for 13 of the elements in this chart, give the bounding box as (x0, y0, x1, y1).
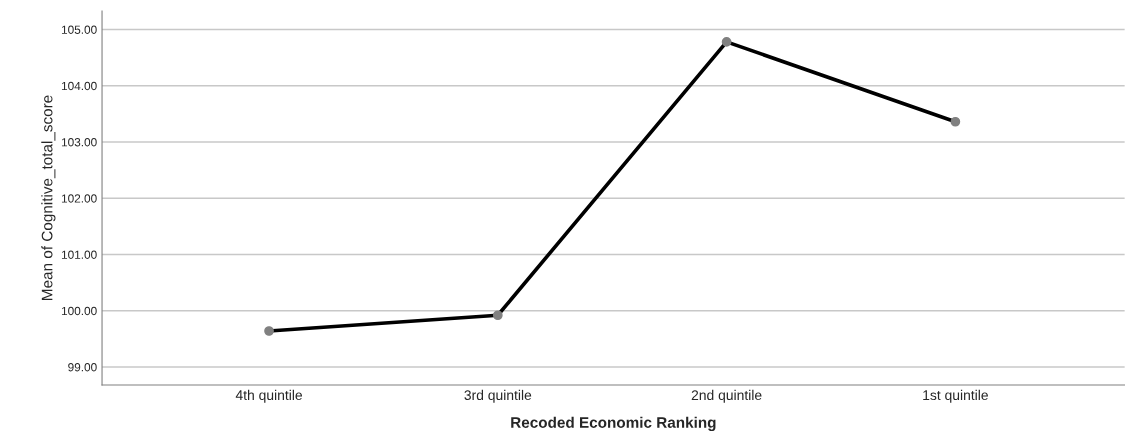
x-tick-label: 2nd quintile (691, 389, 762, 403)
y-tick-label: 100.00 (61, 306, 97, 316)
x-axis-title: Recoded Economic Ranking (511, 416, 716, 432)
y-axis-title: Mean of Cognitive_total_score (41, 95, 56, 300)
y-tick-label: 102.00 (61, 194, 97, 203)
y-tick-label: 105.00 (61, 25, 97, 34)
x-tick-label: 4th quintile (235, 389, 303, 403)
y-tick-label: 101.00 (61, 250, 97, 259)
x-tick-label: 3rd quintile (464, 389, 532, 403)
y-tick-label: 99.00 (68, 363, 97, 372)
y-tick-label: 103.00 (61, 138, 97, 147)
x-tick-label: 1st quintile (923, 389, 988, 403)
y-tick-label: 104.00 (61, 81, 97, 91)
